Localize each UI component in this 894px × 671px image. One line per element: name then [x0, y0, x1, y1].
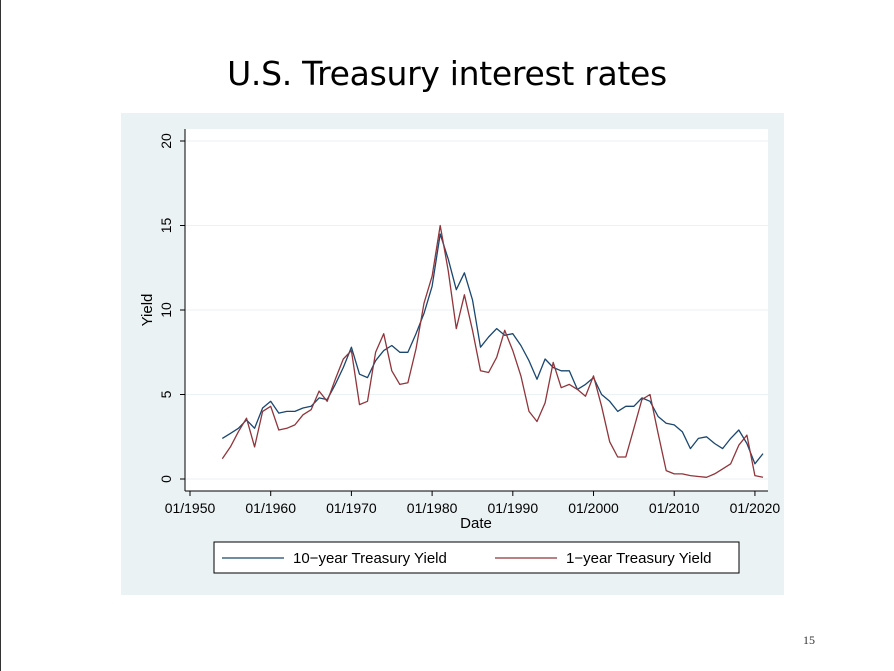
y-tick-label-20: 20: [158, 133, 174, 149]
x-tick-label: 01/2020: [730, 500, 781, 516]
y-tick-label-5: 5: [158, 390, 174, 398]
slide-title: U.S. Treasury interest rates: [227, 54, 667, 93]
page-number: 15: [803, 633, 815, 647]
legend-box: [213, 541, 740, 574]
y-axis-label: Yield: [139, 294, 156, 327]
legend: 10−year Treasury Yield 1−year Treasury Yi…: [213, 541, 740, 574]
axes: [180, 129, 768, 496]
chart-container: 0 5 10 15 20 01/1950 01/1960 01/1970 01/1980 01/1…: [121, 113, 784, 595]
series-lines: [221, 224, 764, 478]
legend-label-1-year: 1−year Treasury Yield: [566, 550, 712, 567]
x-axis-label: Date: [460, 515, 492, 532]
x-tick-label: 01/1990: [488, 500, 539, 516]
y-tick-label-15: 15: [158, 218, 174, 234]
tick-labels: 0 5 10 15 20 01/1950 01/1960 01/1970 01/1980 01/1…: [158, 133, 780, 516]
series-line-1-year: [221, 224, 764, 478]
x-tick-label: 01/2010: [649, 500, 700, 516]
x-tick-label: 01/1980: [407, 500, 458, 516]
x-tick-label: 01/1960: [245, 500, 296, 516]
grid-lines: [185, 140, 768, 480]
slide-left-border: [0, 0, 1, 671]
y-tick-label-0: 0: [158, 475, 174, 483]
legend-label-10-year: 10−year Treasury Yield: [293, 550, 447, 567]
x-tick-label: 01/1970: [326, 500, 377, 516]
x-tick-label: 01/2000: [568, 500, 619, 516]
y-tick-label-10: 10: [158, 302, 174, 318]
line-chart: 0 5 10 15 20 01/1950 01/1960 01/1970 01/1980 01/1…: [121, 113, 784, 595]
series-line-10-year: [221, 233, 764, 465]
x-tick-label: 01/1950: [165, 500, 216, 516]
